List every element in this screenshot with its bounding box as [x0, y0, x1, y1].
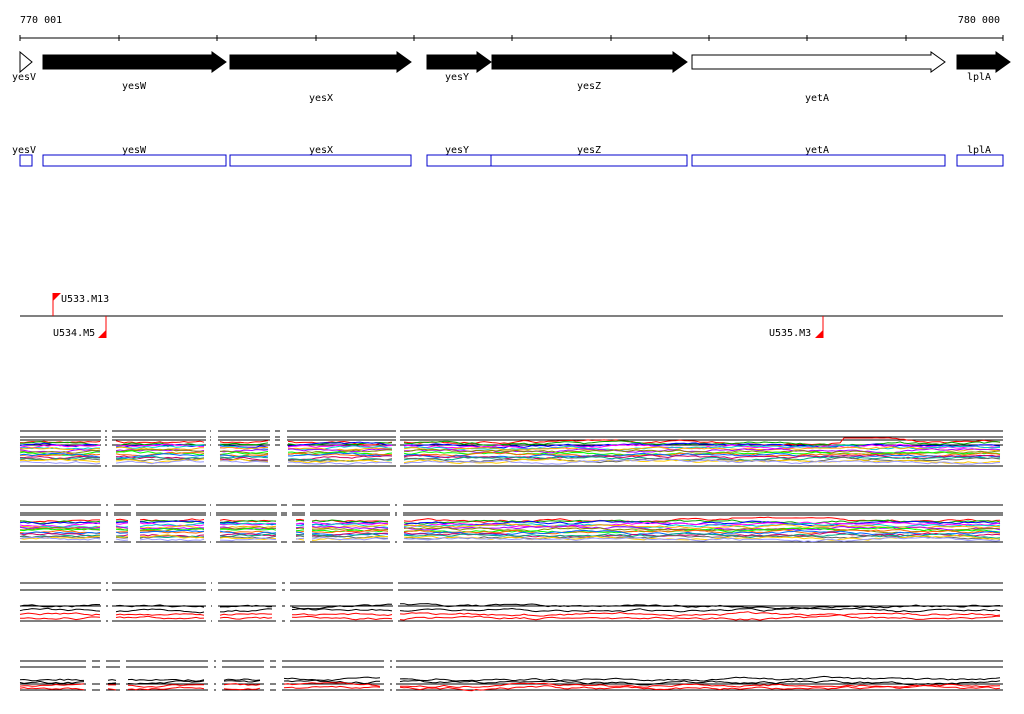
gene-yesV[interactable]: yesV — [12, 50, 36, 83]
gene-arrow-yesX[interactable] — [229, 51, 412, 73]
gene-yesX[interactable]: yesX — [229, 51, 412, 104]
gene-arrow-yetA[interactable] — [691, 51, 946, 73]
marker-label-U533-M13: U533.M13 — [61, 294, 109, 305]
feature-label-lplA: lplA — [967, 145, 991, 156]
profile-track — [19, 430, 1003, 467]
gene-label-lplA: lplA — [967, 72, 991, 83]
gene-arrow-lplA[interactable] — [957, 52, 1010, 72]
feature-box-lplA[interactable] — [956, 154, 1004, 167]
profile-trace — [19, 679, 1001, 686]
feature-yesW[interactable]: yesW — [42, 145, 227, 167]
profile-trace — [19, 437, 1001, 446]
marker-flag-icon[interactable] — [98, 330, 106, 338]
feature-label-yesW: yesW — [122, 145, 147, 156]
gene-label-yesV: yesV — [12, 72, 36, 83]
feature-box-yesV[interactable] — [19, 154, 33, 167]
feature-box-yesZ[interactable] — [490, 154, 688, 167]
profile-trace — [20, 614, 1001, 621]
ruler-start-label: 770 001 — [20, 15, 62, 26]
gene-track: yesV yesW yesX yesY yesZ yetA lplA — [12, 50, 1010, 104]
ruler-end-label: 780 000 — [958, 15, 1000, 26]
marker-U533-M13[interactable]: U533.M13 — [52, 293, 109, 316]
profile-trace — [20, 440, 1001, 447]
profile-tracks — [19, 430, 1003, 692]
profile-trace — [19, 446, 1001, 452]
feature-box-yetA[interactable] — [691, 154, 946, 167]
gene-arrow-yesV[interactable] — [19, 50, 33, 74]
gene-arrow-yesW[interactable] — [42, 51, 227, 73]
marker-label-U534-M5: U534.M5 — [53, 328, 95, 339]
marker-U534-M5[interactable]: U534.M5 — [53, 316, 107, 339]
gene-arrow-yesY[interactable] — [426, 51, 492, 73]
profile-trace — [19, 607, 1001, 614]
profile-trace — [19, 526, 1001, 534]
profile-trace — [19, 458, 1001, 465]
gene-lplA[interactable]: lplA — [957, 52, 1010, 83]
profile-trace — [19, 682, 1001, 688]
feature-track: yesV yesW yesX yesY yesZ yetA lplA — [12, 145, 1004, 167]
marker-flag-icon[interactable] — [53, 293, 61, 301]
gene-label-yesX: yesX — [309, 93, 333, 104]
feature-lplA[interactable]: lplA — [956, 145, 1004, 167]
feature-label-yetA: yetA — [805, 145, 829, 156]
feature-label-yesX: yesX — [309, 145, 333, 156]
gene-label-yesY: yesY — [445, 72, 469, 83]
coordinate-ruler: 770 001 780 000 — [19, 15, 1004, 41]
profile-trace — [19, 611, 1001, 617]
profile-trace — [19, 536, 1001, 543]
feature-box-yesX[interactable] — [229, 154, 412, 167]
gene-label-yesZ: yesZ — [577, 81, 601, 92]
feature-yetA[interactable]: yetA — [691, 145, 946, 167]
profile-trace — [19, 603, 1001, 610]
profile-trace — [19, 675, 1001, 682]
marker-label-U535-M3: U535.M3 — [769, 328, 811, 339]
profile-trace — [19, 448, 1001, 455]
gene-arrow-yesZ[interactable] — [491, 51, 688, 73]
profile-trace — [19, 534, 1001, 541]
profile-trace — [19, 534, 1001, 540]
profile-track — [19, 582, 1003, 622]
feature-box-yesY[interactable] — [426, 154, 492, 167]
feature-yesX[interactable]: yesX — [229, 145, 412, 167]
profile-track — [19, 660, 1003, 692]
marker-flag-icon[interactable] — [815, 330, 823, 338]
gene-label-yesW: yesW — [122, 81, 147, 92]
gene-yesW[interactable]: yesW — [42, 51, 227, 92]
feature-label-yesZ: yesZ — [577, 145, 601, 156]
profile-trace — [19, 458, 1001, 465]
gene-label-yetA: yetA — [805, 93, 829, 104]
gene-yetA[interactable]: yetA — [691, 51, 946, 104]
profile-track — [19, 504, 1003, 543]
feature-box-yesW[interactable] — [42, 154, 227, 167]
marker-track: U533.M13 U534.M5 U535.M3 — [20, 293, 1003, 339]
feature-yesZ[interactable]: yesZ — [490, 145, 688, 167]
marker-U535-M3[interactable]: U535.M3 — [769, 316, 824, 339]
feature-label-yesV: yesV — [12, 145, 36, 156]
gene-yesY[interactable]: yesY — [426, 51, 492, 83]
feature-yesY[interactable]: yesY — [426, 145, 492, 167]
profile-trace — [19, 684, 1001, 692]
feature-label-yesY: yesY — [445, 145, 469, 156]
feature-yesV[interactable]: yesV — [12, 145, 36, 167]
ruler-ticks — [19, 35, 1004, 41]
gene-yesZ[interactable]: yesZ — [491, 51, 688, 92]
